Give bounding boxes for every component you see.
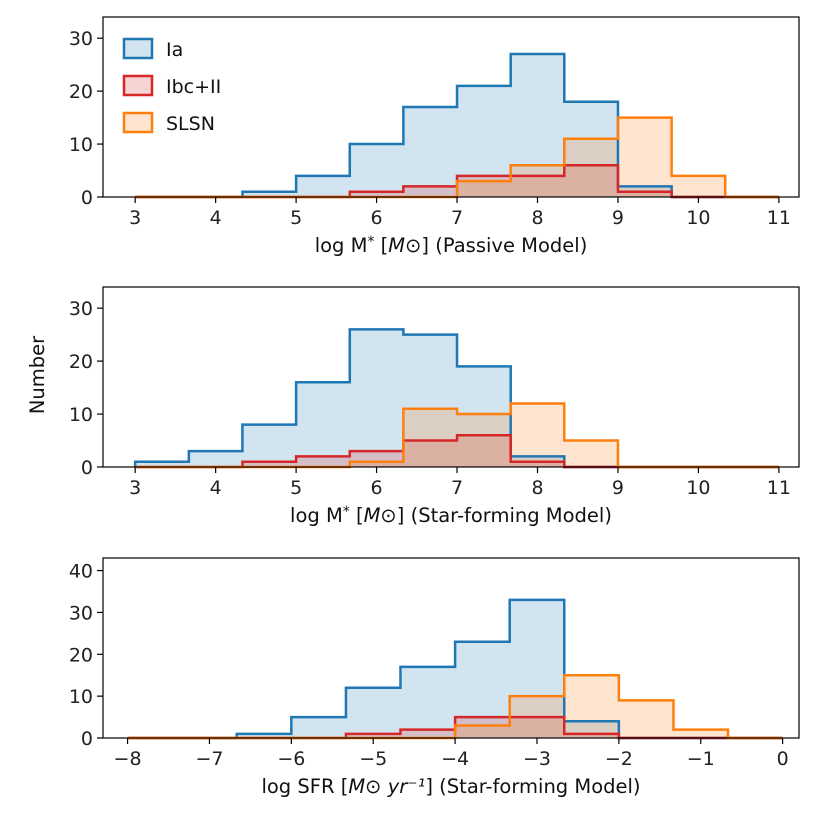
x-tick-label: −1 — [687, 748, 715, 770]
x-tick-label: 10 — [686, 207, 710, 229]
y-tick-label: 30 — [69, 298, 93, 320]
x-tick-label: 9 — [612, 207, 624, 229]
hist-fill-ia — [135, 329, 779, 467]
axes-frame — [102, 286, 800, 468]
x-tick-label: −3 — [523, 748, 551, 770]
legend-swatch-slsn — [122, 111, 154, 134]
y-tick-label: 30 — [69, 28, 93, 50]
x-axis-label: log M* [M⊙] (Star-forming Model) — [290, 504, 612, 527]
histogram-panel-2: 3 4 5 6 7 8 9 10 11 0 10 20 30 log M* [M⊙] (Star-form… — [69, 286, 800, 527]
x-tick-label: −4 — [441, 748, 469, 770]
y-tick-label: 10 — [69, 134, 93, 156]
legend-label-slsn: SLSN — [166, 113, 215, 135]
y-axis-label: Number — [26, 335, 49, 414]
x-tick-label: 3 — [129, 477, 141, 499]
axes-frame — [102, 16, 800, 198]
hist-step-ia — [135, 52, 779, 199]
x-tick-label: −6 — [277, 748, 305, 770]
histogram-panel-3: −8 −7 −6 −5 −4 −3 −2 −1 0 0 10 20 30 40 log SFR [M⊙ yr… — [69, 557, 800, 798]
legend-swatch-ibc-ii — [122, 74, 154, 97]
y-tick-label: 40 — [69, 561, 93, 583]
legend-label-ia: Ia — [166, 39, 183, 61]
histogram-panel-1: 3 4 5 6 7 8 9 10 11 0 10 20 30 log M* [M⊙] (Passive M… — [69, 16, 800, 257]
hist-fill-ia — [135, 54, 779, 197]
axes-frame — [102, 557, 800, 739]
x-tick-label: 11 — [767, 207, 791, 229]
x-tick-label: 7 — [451, 207, 463, 229]
x-tick-label: 8 — [531, 477, 543, 499]
y-tick-label: 20 — [69, 351, 93, 373]
x-tick-label: 10 — [686, 477, 710, 499]
x-tick-label: 0 — [777, 748, 789, 770]
x-axis-label: log M* [M⊙] (Passive Model) — [315, 234, 588, 257]
legend: Ia Ibc+II SLSN — [122, 37, 221, 135]
x-tick-label: 3 — [129, 207, 141, 229]
x-tick-label: 5 — [290, 477, 302, 499]
hist-step-ia — [127, 598, 783, 740]
y-tick-label: 0 — [81, 728, 93, 750]
x-tick-label: 5 — [290, 207, 302, 229]
y-tick-label: 10 — [69, 404, 93, 426]
y-tick-label: 20 — [69, 81, 93, 103]
legend-label-ibc-ii: Ibc+II — [166, 76, 221, 98]
x-tick-label: −7 — [195, 748, 223, 770]
x-axis-label: log SFR [M⊙ yr⁻¹] (Star-forming Model) — [261, 775, 640, 798]
x-tick-label: 6 — [371, 477, 383, 499]
hist-fill-ia — [127, 599, 783, 738]
x-tick-label: 7 — [451, 477, 463, 499]
x-tick-label: −8 — [114, 748, 142, 770]
x-tick-label: −2 — [605, 748, 633, 770]
y-tick-label: 0 — [81, 187, 93, 209]
x-tick-label: 11 — [767, 477, 791, 499]
x-tick-label: 9 — [612, 477, 624, 499]
legend-swatch-ia — [122, 37, 154, 60]
x-tick-label: 6 — [371, 207, 383, 229]
y-tick-label: 30 — [69, 602, 93, 624]
x-tick-label: −5 — [359, 748, 387, 770]
y-tick-label: 10 — [69, 686, 93, 708]
y-tick-label: 20 — [69, 644, 93, 666]
x-tick-label: 4 — [210, 477, 222, 499]
x-tick-label: 4 — [210, 207, 222, 229]
x-tick-label: 8 — [531, 207, 543, 229]
y-tick-label: 0 — [81, 457, 93, 479]
